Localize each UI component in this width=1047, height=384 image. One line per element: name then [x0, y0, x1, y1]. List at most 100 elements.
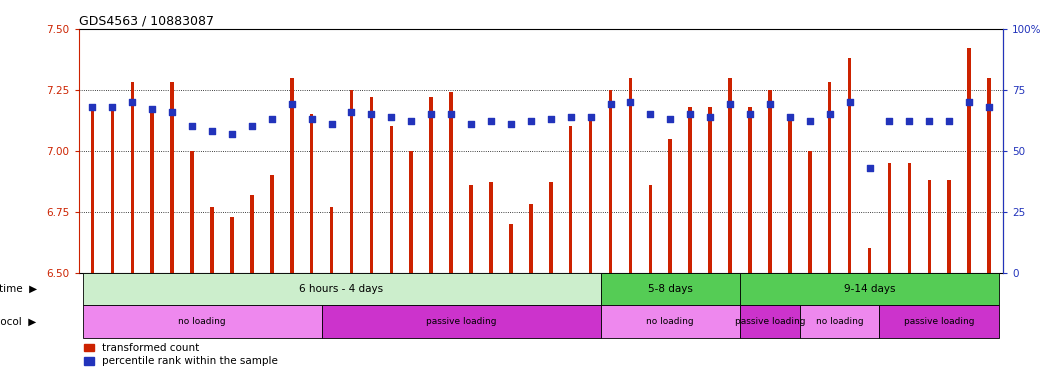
Text: passive loading: passive loading: [735, 317, 805, 326]
Bar: [131, 83, 134, 273]
Point: [901, 118, 918, 124]
Bar: [270, 175, 273, 273]
Bar: [230, 217, 233, 273]
Point: [264, 116, 281, 122]
Point: [84, 104, 101, 110]
Point: [701, 114, 718, 120]
Point: [483, 118, 499, 124]
Point: [921, 118, 938, 124]
Bar: [151, 107, 154, 273]
Bar: [321, 305, 601, 338]
Bar: [91, 107, 94, 273]
Text: no loading: no loading: [816, 317, 864, 326]
Bar: [370, 97, 373, 273]
Bar: [509, 224, 513, 273]
Point: [143, 106, 160, 113]
Point: [961, 99, 978, 105]
Bar: [429, 97, 433, 273]
Point: [781, 114, 798, 120]
Text: time  ▶: time ▶: [0, 284, 37, 294]
Bar: [469, 185, 473, 273]
Point: [821, 111, 838, 117]
Bar: [250, 195, 253, 273]
Bar: [749, 107, 752, 273]
Point: [721, 101, 738, 108]
Bar: [800, 305, 879, 338]
Point: [204, 128, 221, 134]
Text: 5-8 days: 5-8 days: [648, 284, 693, 294]
Bar: [608, 90, 612, 273]
Bar: [449, 92, 453, 273]
Text: no loading: no loading: [178, 317, 226, 326]
Bar: [948, 180, 951, 273]
Point: [861, 165, 877, 171]
Point: [582, 114, 599, 120]
Point: [224, 131, 241, 137]
Point: [104, 104, 120, 110]
Bar: [740, 305, 800, 338]
Text: 9-14 days: 9-14 days: [844, 284, 895, 294]
Bar: [648, 185, 652, 273]
Point: [363, 111, 380, 117]
Bar: [868, 248, 871, 273]
Point: [443, 111, 460, 117]
Bar: [879, 305, 999, 338]
Point: [882, 118, 898, 124]
Bar: [529, 204, 533, 273]
Point: [602, 101, 619, 108]
Bar: [768, 90, 772, 273]
Point: [423, 111, 440, 117]
Bar: [601, 273, 740, 305]
Point: [741, 111, 758, 117]
Bar: [409, 151, 414, 273]
Bar: [290, 78, 293, 273]
Bar: [350, 90, 353, 273]
Point: [124, 99, 140, 105]
Legend: transformed count, percentile rank within the sample: transformed count, percentile rank withi…: [84, 343, 279, 366]
Bar: [808, 151, 811, 273]
Point: [941, 118, 958, 124]
Text: passive loading: passive loading: [904, 317, 975, 326]
Text: 6 hours - 4 days: 6 hours - 4 days: [299, 284, 383, 294]
Point: [463, 121, 480, 127]
Point: [304, 116, 320, 122]
Text: protocol  ▶: protocol ▶: [0, 316, 37, 327]
Point: [662, 116, 678, 122]
Text: passive loading: passive loading: [426, 317, 496, 326]
Bar: [601, 305, 740, 338]
Bar: [111, 107, 114, 273]
Bar: [588, 119, 593, 273]
Point: [383, 114, 400, 120]
Point: [562, 114, 579, 120]
Point: [503, 121, 519, 127]
Bar: [569, 126, 573, 273]
Bar: [967, 48, 971, 273]
Bar: [83, 305, 321, 338]
Point: [522, 118, 539, 124]
Text: GDS4563 / 10883087: GDS4563 / 10883087: [79, 15, 214, 28]
Point: [163, 109, 180, 115]
Bar: [908, 163, 911, 273]
Bar: [888, 163, 891, 273]
Point: [343, 109, 360, 115]
Bar: [210, 207, 214, 273]
Point: [284, 101, 300, 108]
Bar: [83, 273, 601, 305]
Point: [801, 118, 818, 124]
Point: [981, 104, 998, 110]
Bar: [171, 83, 174, 273]
Bar: [489, 182, 493, 273]
Point: [542, 116, 559, 122]
Point: [244, 123, 261, 129]
Point: [183, 123, 200, 129]
Bar: [709, 107, 712, 273]
Point: [841, 99, 857, 105]
Bar: [689, 107, 692, 273]
Bar: [668, 139, 672, 273]
Bar: [828, 83, 831, 273]
Text: no loading: no loading: [646, 317, 694, 326]
Bar: [987, 78, 990, 273]
Point: [622, 99, 639, 105]
Bar: [549, 182, 553, 273]
Point: [324, 121, 340, 127]
